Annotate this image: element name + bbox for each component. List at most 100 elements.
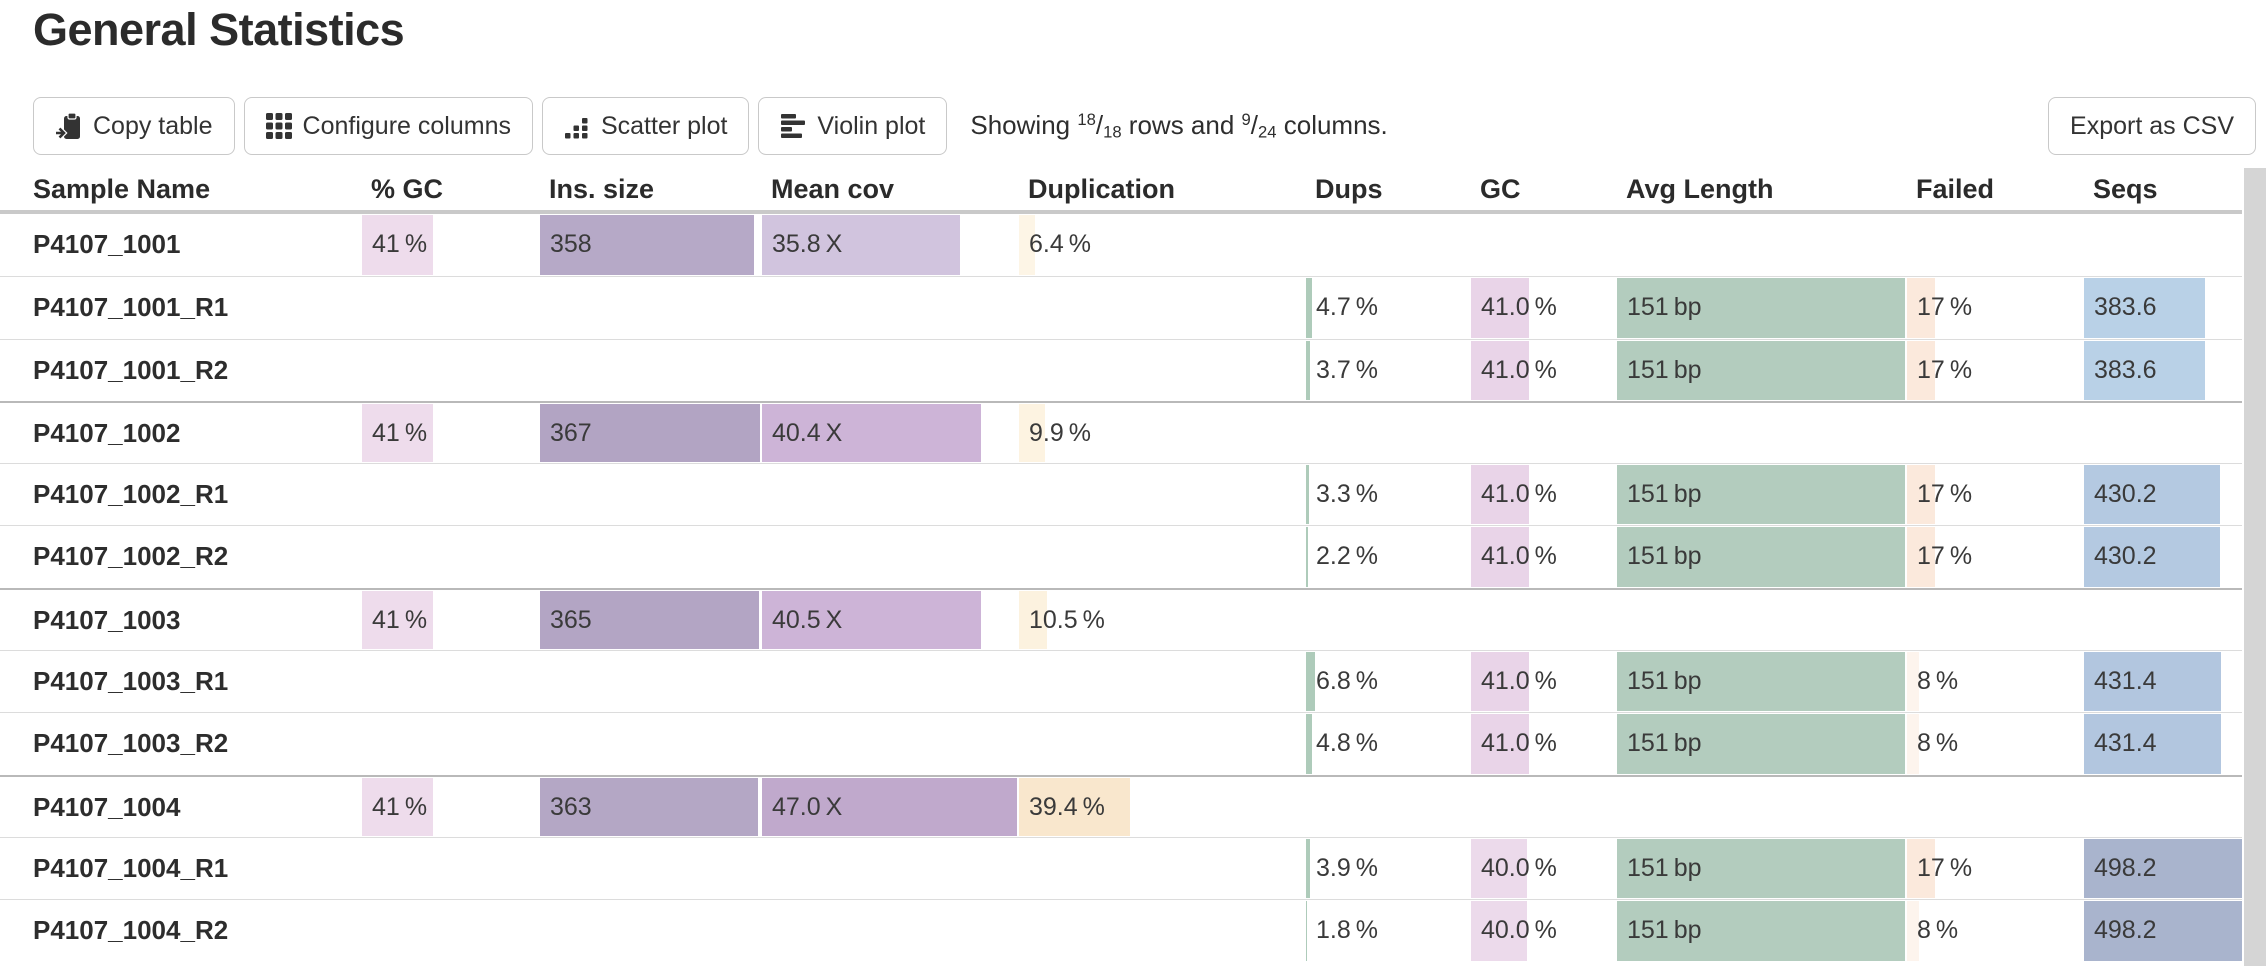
- cell-gc_pct: [360, 277, 538, 338]
- table-row: P4107_1001_R1 4.7 % 41.0 % 151 bp 17 % 383.6: [0, 276, 2242, 338]
- scatter-plot-button[interactable]: Scatter plot: [541, 97, 750, 155]
- cell-avg_length: 151 bp: [1615, 838, 1905, 899]
- cell-seqs: [2082, 777, 2242, 837]
- cell-failed: [1905, 214, 2082, 276]
- mean_cov-bar: [762, 215, 961, 276]
- sample-name[interactable]: P4107_1003: [33, 604, 181, 635]
- cell-failed: 8 %: [1905, 900, 2082, 961]
- cell-gc_pct: 41 %: [360, 214, 538, 276]
- cell-gc_pct: [360, 651, 538, 712]
- table-row: P4107_1004 41 % 363 47.0 X 39.4 %: [0, 774, 2242, 837]
- dups-bar: [1306, 278, 1312, 338]
- cell-ins_size: 358: [538, 214, 760, 276]
- grid-icon: [265, 113, 292, 139]
- col-header-failed[interactable]: Failed: [1916, 173, 1995, 204]
- cell-ins_size: 363: [538, 777, 760, 837]
- failed-bar: [1907, 527, 1936, 587]
- cell-failed: [1905, 403, 2082, 463]
- sample-name[interactable]: P4107_1002_R1: [33, 479, 229, 510]
- gc_pct-bar: [362, 215, 433, 276]
- col-header-ins_size[interactable]: Ins. size: [549, 173, 655, 204]
- sample-name[interactable]: P4107_1002: [33, 417, 181, 448]
- seqs-bar: [2084, 527, 2221, 587]
- page-title: General Statistics: [33, 4, 405, 55]
- gc_pct-bar: [362, 590, 433, 650]
- col-header-seqs[interactable]: Seqs: [2093, 173, 2158, 204]
- cell-ins_size: [538, 651, 760, 712]
- configure-columns-button[interactable]: Configure columns: [243, 97, 533, 155]
- cell-gc_pct: 41 %: [360, 403, 538, 463]
- gc-bar: [1471, 838, 1528, 899]
- avg_length-bar: [1617, 714, 1905, 774]
- duplication-bar: [1019, 403, 1046, 463]
- cell-duplication: 6.4 %: [1017, 214, 1304, 276]
- violin-plot-button[interactable]: Violin plot: [758, 97, 948, 155]
- scatter-plot-label: Scatter plot: [600, 111, 728, 140]
- sample-name[interactable]: P4107_1001: [33, 229, 181, 259]
- cell-gc_pct: [360, 526, 538, 587]
- gc-bar: [1471, 652, 1529, 712]
- cell-seqs: 431.4: [2082, 713, 2242, 774]
- cell-gc: [1469, 403, 1615, 463]
- mean_cov-bar: [762, 590, 982, 650]
- col-header-gc_pct[interactable]: % GC: [371, 173, 444, 204]
- cell-mean_cov: [760, 900, 1017, 961]
- sample-name[interactable]: P4107_1001_R2: [33, 354, 229, 385]
- cell-duplication: [1017, 838, 1304, 899]
- table-scrollbar[interactable]: [2244, 168, 2266, 966]
- col-header-avg_length[interactable]: Avg Length: [1626, 173, 1774, 204]
- cell-gc_pct: [360, 713, 538, 774]
- general-statistics-table: Sample Name % GC Ins. size Mean cov Duplicat…: [0, 168, 2242, 962]
- seqs-bar: [2084, 652, 2221, 712]
- export-csv-button[interactable]: Export as CSV: [2048, 97, 2256, 155]
- cell-mean_cov: [760, 651, 1017, 712]
- copy-table-button[interactable]: Copy table: [33, 97, 235, 155]
- sample-name[interactable]: P4107_1003_R1: [33, 666, 229, 697]
- cell-failed: 17 %: [1905, 838, 2082, 899]
- avg_length-bar: [1617, 340, 1905, 400]
- cell-seqs: 430.2: [2082, 464, 2242, 525]
- rows-shown: 18: [1077, 109, 1096, 129]
- cell-ins_size: [538, 526, 760, 587]
- col-header-dups[interactable]: Dups: [1315, 173, 1383, 204]
- violin-plot-label: Violin plot: [817, 111, 926, 140]
- cell-failed: 17 %: [1905, 464, 2082, 525]
- sample-name[interactable]: P4107_1002_R2: [33, 541, 229, 572]
- col-header-sample[interactable]: Sample Name: [33, 173, 211, 204]
- sample-name[interactable]: P4107_1004_R1: [33, 852, 229, 883]
- table-row: P4107_1003 41 % 365 40.5 X 10.5 %: [0, 587, 2242, 650]
- col-header-mean_cov[interactable]: Mean cov: [771, 173, 895, 204]
- cell-failed: 8 %: [1905, 651, 2082, 712]
- cell-seqs: [2082, 214, 2242, 276]
- cell-gc: 41.0 %: [1469, 340, 1615, 401]
- table-row: P4107_1001_R2 3.7 % 41.0 % 151 bp 17 % 383.6: [0, 338, 2242, 401]
- cell-failed: 17 %: [1905, 526, 2082, 587]
- cell-mean_cov: [760, 464, 1017, 525]
- col-header-duplication[interactable]: Duplication: [1028, 173, 1175, 204]
- sample-name[interactable]: P4107_1004_R2: [33, 915, 229, 946]
- cell-avg_length: 151 bp: [1615, 900, 1905, 961]
- seqs-bar: [2084, 465, 2221, 525]
- cell-mean_cov: [760, 713, 1017, 774]
- sample-name[interactable]: P4107_1003_R2: [33, 728, 229, 759]
- cell-dups: 2.2 %: [1304, 526, 1469, 587]
- dups-bar: [1306, 465, 1310, 525]
- sample-name[interactable]: P4107_1004: [33, 791, 181, 822]
- col-header-gc[interactable]: GC: [1480, 173, 1521, 204]
- avg_length-bar: [1617, 527, 1905, 587]
- cell-failed: [1905, 590, 2082, 650]
- duplication-bar: [1019, 215, 1036, 276]
- rows-total: 18: [1103, 122, 1122, 142]
- cell-mean_cov: [760, 526, 1017, 587]
- avg_length-bar: [1617, 838, 1905, 899]
- cell-mean_cov: [760, 340, 1017, 401]
- table-row: P4107_1004_R2 1.8 % 40.0 % 151 bp 8 % 498.2: [0, 899, 2242, 961]
- sample-name[interactable]: P4107_1001_R1: [33, 292, 229, 323]
- scatter-dots-icon: [564, 113, 590, 139]
- cell-avg_length: [1615, 777, 1905, 837]
- cell-failed: [1905, 777, 2082, 837]
- cell-dups: 6.8 %: [1304, 651, 1469, 712]
- cell-gc: 41.0 %: [1469, 277, 1615, 338]
- cell-failed: 8 %: [1905, 713, 2082, 774]
- avg_length-bar: [1617, 465, 1905, 525]
